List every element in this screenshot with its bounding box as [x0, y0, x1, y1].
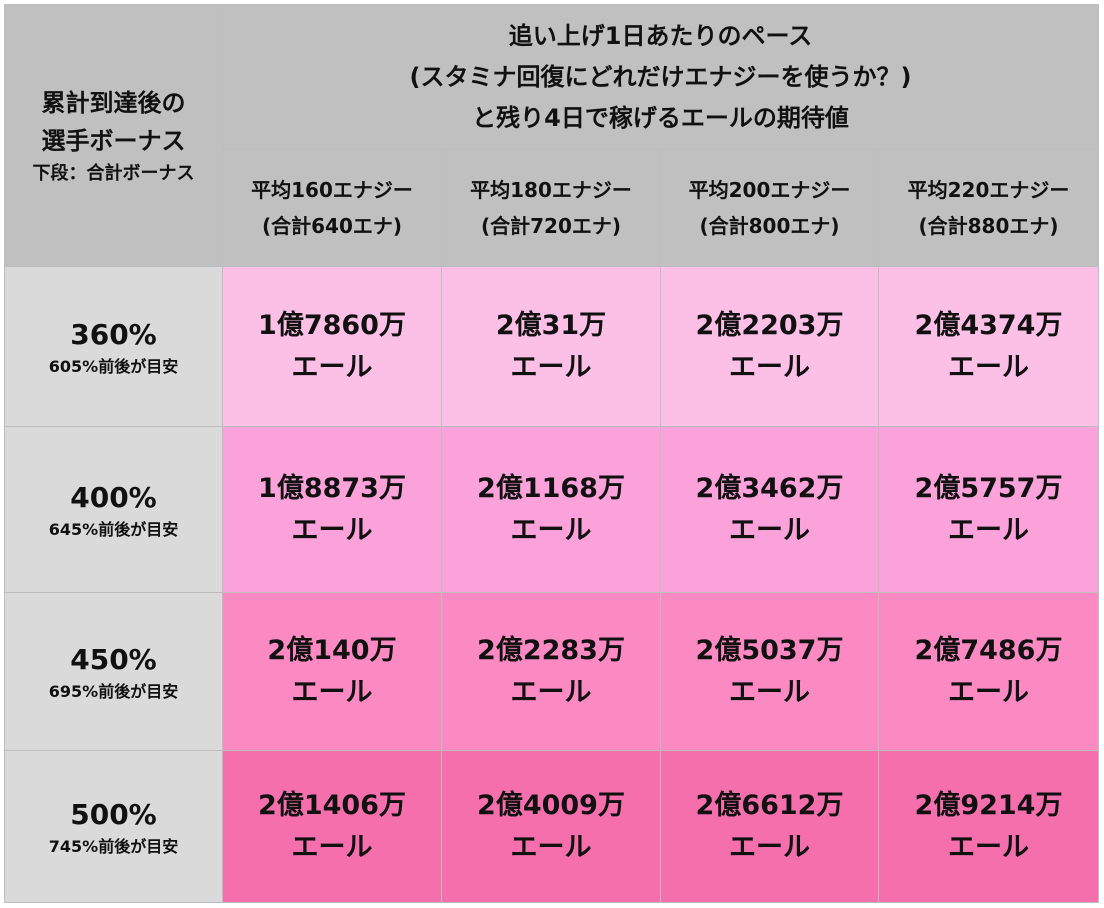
value-amount: 2億3462万 [695, 472, 844, 504]
column-header: 平均200エナジー (合計800エナ) [660, 149, 879, 267]
value-amount: 2億140万 [267, 634, 397, 666]
value-cell: 2億2283万 エール [441, 592, 661, 751]
row-bonus: 400% [70, 480, 157, 514]
value-unit: エール [948, 831, 1029, 863]
expected-yell-table: 累計到達後の 選手ボーナス 下段：合計ボーナス 追い上げ1日あたりのペース (ス… [4, 4, 1099, 903]
value-amount: 2億2283万 [477, 634, 625, 666]
row-header: 450% 695%前後が目安 [4, 592, 223, 751]
row-bonus: 500% [70, 797, 157, 831]
value-unit: エール [291, 351, 373, 383]
value-cell: 2億1406万 エール [222, 750, 442, 903]
value-amount: 1億7860万 [258, 309, 406, 341]
corner-header-cell: 累計到達後の 選手ボーナス 下段：合計ボーナス [4, 4, 223, 267]
value-unit: エール [291, 676, 373, 708]
value-cell: 2億5037万 エール [660, 592, 879, 751]
value-amount: 1億8873万 [258, 472, 406, 504]
value-amount: 2億7486万 [914, 634, 1063, 666]
value-unit: エール [729, 676, 810, 708]
value-cell: 2億9214万 エール [878, 750, 1099, 903]
value-amount: 2億9214万 [914, 789, 1063, 821]
corner-note: 下段：合計ボーナス [32, 162, 195, 184]
top-header-line: (スタミナ回復にどれだけエナジーを使うか？) [409, 62, 912, 91]
top-header-line: 追い上げ1日あたりのペース [508, 21, 813, 50]
row-header: 400% 645%前後が目安 [4, 426, 223, 593]
row-guide: 645%前後が目安 [48, 519, 179, 539]
corner-label-line: 累計到達後の [41, 88, 186, 117]
row-bonus: 360% [70, 317, 157, 351]
value-amount: 2億31万 [495, 309, 607, 341]
value-unit: エール [948, 676, 1029, 708]
value-cell: 2億6612万 エール [660, 750, 879, 903]
row-bonus: 450% [70, 642, 157, 676]
column-header-energy: 平均220エナジー [907, 178, 1070, 202]
value-cell: 2億4009万 エール [441, 750, 661, 903]
top-header-line: と残り4日で稼げるエールの期待値 [472, 103, 849, 132]
value-amount: 2億5037万 [695, 634, 844, 666]
value-unit: エール [291, 514, 373, 546]
value-unit: エール [510, 676, 592, 708]
column-header-energy: 平均180エナジー [470, 178, 632, 202]
column-header-total: (合計880エナ) [918, 214, 1059, 238]
table-row: 450% 695%前後が目安 2億140万 エール 2億2283万 エール 2億… [4, 592, 1099, 751]
column-header: 平均160エナジー (合計640エナ) [222, 149, 442, 267]
row-header: 500% 745%前後が目安 [4, 750, 223, 903]
value-cell: 2億140万 エール [222, 592, 442, 751]
row-guide: 605%前後が目安 [48, 356, 179, 376]
column-header: 平均220エナジー (合計880エナ) [878, 149, 1099, 267]
column-header-total: (合計800エナ) [699, 214, 840, 238]
table-row: 400% 645%前後が目安 1億8873万 エール 2億1168万 エール 2… [4, 426, 1099, 593]
value-unit: エール [510, 831, 592, 863]
row-header: 360% 605%前後が目安 [4, 266, 223, 427]
value-amount: 2億1406万 [258, 789, 406, 821]
value-unit: エール [948, 351, 1029, 383]
column-header-energy: 平均160エナジー [251, 178, 413, 202]
value-unit: エール [510, 351, 592, 383]
column-header-energy: 平均200エナジー [688, 178, 851, 202]
row-guide: 745%前後が目安 [48, 836, 179, 856]
corner-label-line: 選手ボーナス [41, 126, 186, 155]
value-cell: 2億31万 エール [441, 266, 661, 427]
value-amount: 2億4374万 [914, 309, 1063, 341]
table-row: 360% 605%前後が目安 1億7860万 エール 2億31万 エール 2億2… [4, 266, 1099, 427]
row-guide: 695%前後が目安 [48, 681, 179, 701]
value-amount: 2億5757万 [914, 472, 1063, 504]
column-header-total: (合計640エナ) [261, 214, 403, 238]
value-unit: エール [729, 831, 810, 863]
value-unit: エール [948, 514, 1029, 546]
value-cell: 1億8873万 エール [222, 426, 442, 593]
value-cell: 2億1168万 エール [441, 426, 661, 593]
value-unit: エール [510, 514, 592, 546]
value-amount: 2億4009万 [477, 789, 625, 821]
value-unit: エール [729, 514, 810, 546]
value-cell: 2億2203万 エール [660, 266, 879, 427]
value-amount: 2億2203万 [695, 309, 844, 341]
value-cell: 2億3462万 エール [660, 426, 879, 593]
value-cell: 2億7486万 エール [878, 592, 1099, 751]
value-amount: 2億1168万 [477, 472, 625, 504]
value-amount: 2億6612万 [695, 789, 844, 821]
value-cell: 1億7860万 エール [222, 266, 442, 427]
table-row: 500% 745%前後が目安 2億1406万 エール 2億4009万 エール 2… [4, 750, 1099, 903]
column-header-total: (合計720エナ) [480, 214, 622, 238]
column-header: 平均180エナジー (合計720エナ) [441, 149, 661, 267]
value-cell: 2億5757万 エール [878, 426, 1099, 593]
value-unit: エール [729, 351, 810, 383]
value-unit: エール [291, 831, 373, 863]
top-header-cell: 追い上げ1日あたりのペース (スタミナ回復にどれだけエナジーを使うか？) と残り… [222, 4, 1099, 150]
value-cell: 2億4374万 エール [878, 266, 1099, 427]
